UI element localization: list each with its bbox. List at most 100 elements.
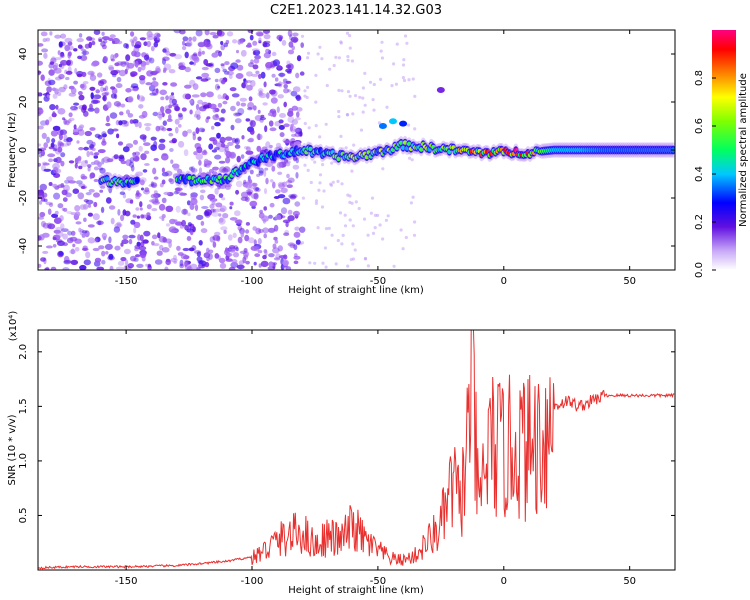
noise-cell: [230, 124, 235, 131]
noise-cell: [404, 235, 408, 240]
noise-cell: [73, 48, 78, 52]
noise-cell: [42, 222, 49, 229]
noise-cell: [269, 127, 277, 132]
noise-cell: [97, 220, 102, 226]
noise-cell: [128, 238, 133, 245]
noise-cell: [188, 247, 195, 252]
noise-cell: [80, 160, 89, 168]
noise-cell: [247, 42, 252, 47]
noise-cell: [52, 148, 58, 152]
noise-cell: [53, 192, 61, 200]
noise-cell: [69, 236, 78, 242]
noise-cell: [263, 233, 268, 239]
noise-cell: [405, 41, 409, 45]
noise-cell: [144, 123, 152, 127]
noise-cell: [273, 224, 279, 232]
noise-cell: [139, 177, 147, 183]
snr-frame: [37, 329, 676, 571]
noise-cell: [221, 168, 229, 173]
noise-cell: [370, 196, 375, 200]
noise-cell: [39, 213, 43, 218]
noise-cell: [229, 201, 234, 206]
noise-cell: [57, 108, 66, 115]
noise-cell: [314, 73, 318, 77]
noise-cell: [348, 94, 352, 98]
noise-cell: [133, 227, 137, 234]
noise-cell: [151, 70, 160, 74]
noise-cell: [152, 243, 160, 247]
noise-cell: [53, 62, 59, 68]
noise-cell: [234, 112, 243, 116]
noise-cell: [141, 187, 144, 191]
noise-cell: [139, 201, 143, 208]
noise-cell: [393, 152, 397, 157]
noise-cell: [257, 109, 261, 114]
noise-cell: [336, 238, 340, 243]
noise-cell: [192, 226, 196, 233]
noise-cell: [145, 82, 152, 86]
noise-cell: [117, 141, 124, 146]
noise-cell: [170, 159, 174, 164]
noise-cell: [211, 149, 218, 153]
noise-cell: [181, 45, 187, 51]
noise-cell: [223, 229, 227, 234]
noise-cell: [192, 133, 196, 141]
noise-cell: [291, 133, 297, 137]
noise-cell: [337, 109, 341, 114]
noise-cell: [55, 156, 62, 164]
noise-cell: [195, 127, 200, 134]
noise-cell: [219, 136, 226, 144]
noise-cell: [263, 34, 271, 40]
noise-cell: [109, 112, 118, 119]
noise-cell: [113, 101, 121, 107]
noise-cell: [223, 166, 231, 173]
noise-cell: [197, 51, 202, 57]
noise-cell: [229, 206, 233, 210]
noise-cell: [86, 36, 93, 41]
noise-cell: [236, 101, 241, 107]
noise-cell: [203, 104, 211, 109]
noise-cell: [120, 214, 125, 222]
noise-cell: [271, 165, 276, 172]
noise-cell: [272, 181, 276, 189]
noise-cell: [94, 133, 101, 138]
noise-cell: [249, 169, 254, 175]
noise-cell: [116, 40, 123, 45]
noise-cell: [286, 184, 293, 189]
noise-cell: [140, 214, 145, 219]
noise-cell: [151, 234, 158, 240]
noise-cell: [232, 39, 238, 44]
noise-cell: [66, 176, 74, 182]
noise-cell: [119, 191, 126, 195]
noise-cell: [250, 59, 254, 64]
noise-cell: [278, 72, 286, 77]
figure-title: C2E1.2023.141.14.32.G03: [270, 3, 442, 18]
noise-cell: [38, 143, 42, 147]
noise-cell: [293, 231, 301, 238]
noise-cell: [131, 88, 139, 92]
noise-cell: [48, 69, 55, 76]
noise-cell: [194, 250, 202, 254]
noise-cell: [272, 59, 281, 67]
noise-cell: [40, 220, 46, 228]
noise-cell: [203, 252, 211, 259]
noise-cell: [303, 163, 307, 167]
noise-cell: [101, 232, 108, 240]
noise-cell: [126, 63, 130, 71]
noise-cell: [289, 195, 297, 200]
noise-cell: [350, 59, 354, 63]
noise-cell: [63, 207, 68, 212]
noise-cell: [313, 160, 317, 164]
noise-cell: [133, 139, 138, 145]
noise-cell: [70, 230, 76, 236]
noise-cell: [407, 123, 411, 127]
noise-cell: [212, 34, 219, 39]
noise-cell: [156, 250, 163, 256]
noise-cell: [78, 227, 82, 233]
noise-cell: [300, 42, 305, 48]
noise-cell: [371, 98, 375, 102]
noise-cell: [118, 69, 127, 77]
noise-cell: [254, 253, 261, 258]
noise-cell: [193, 56, 200, 63]
